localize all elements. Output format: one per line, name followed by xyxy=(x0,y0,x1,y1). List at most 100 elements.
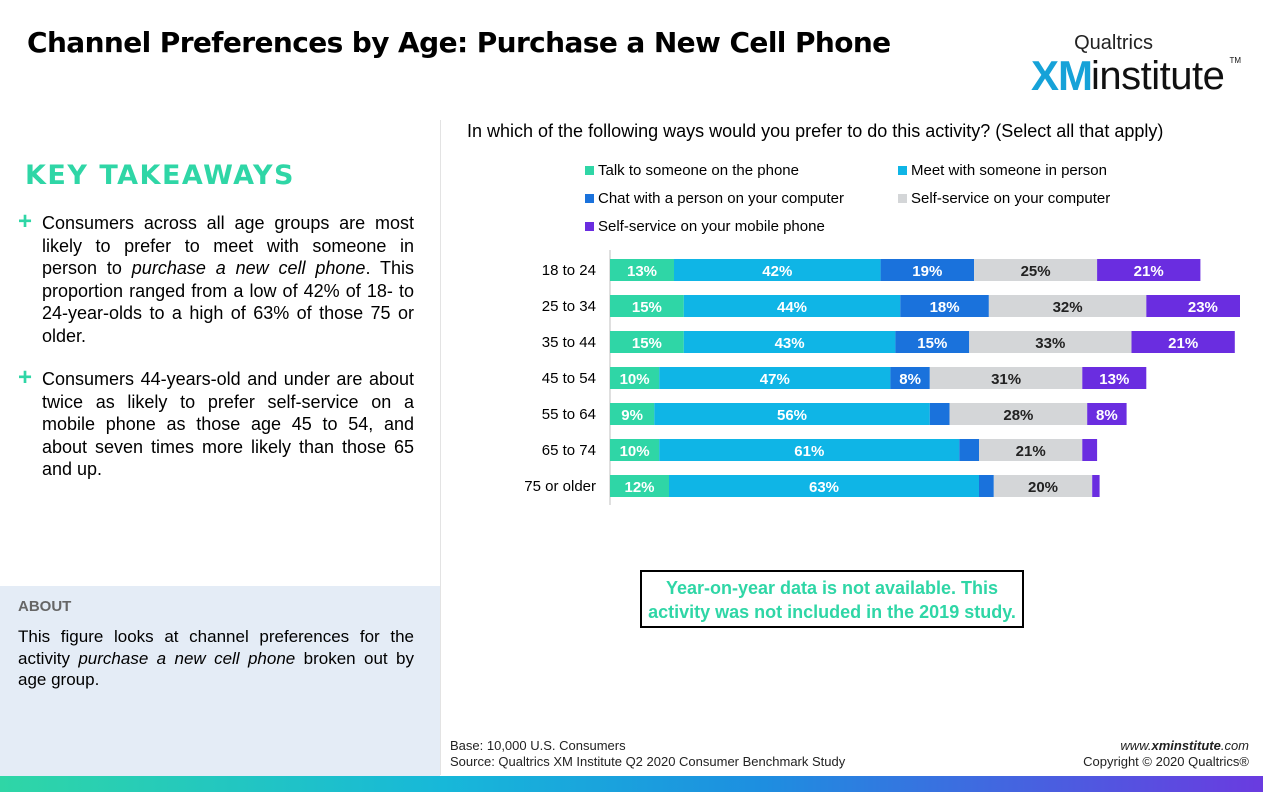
bar-segment xyxy=(979,439,1083,461)
bar-segment xyxy=(674,259,881,281)
stacked-bar-chart: 18 to 24 13% 42% 19% 25% 21% 25 to 34 15% 44% 18%… xyxy=(524,250,1240,505)
bar-segment xyxy=(993,475,1093,497)
takeaway-bullet-2: + Consumers 44-years-old and under are a… xyxy=(18,364,414,481)
bar-segment xyxy=(959,439,979,461)
legend-swatch xyxy=(585,194,594,203)
data-label: 10% xyxy=(620,371,650,388)
bar-segment xyxy=(610,259,674,281)
bar-segment xyxy=(974,259,1098,281)
chart-question: In which of the following ways would you… xyxy=(467,121,1164,141)
bar-segment xyxy=(659,439,960,461)
data-label: 15% xyxy=(917,335,947,352)
bar-segment xyxy=(900,295,989,317)
bottom-gradient-bar xyxy=(0,776,1263,792)
legend-item-self-service-computer: Self-service on your computer xyxy=(898,190,1110,207)
bar-segment xyxy=(654,403,930,425)
bar-segment xyxy=(969,331,1132,353)
category-label: 75 or older xyxy=(524,478,596,495)
data-label: 28% xyxy=(1003,407,1033,424)
bar-segment xyxy=(610,439,660,461)
category-label: 55 to 64 xyxy=(542,406,596,423)
data-label: 42% xyxy=(762,263,792,280)
bar-segment xyxy=(610,475,669,497)
panel-divider xyxy=(440,120,441,775)
data-label: 61% xyxy=(794,443,824,460)
bar-segment xyxy=(890,367,930,389)
page-title: Channel Preferences by Age: Purchase a N… xyxy=(27,26,891,59)
legend-swatch xyxy=(898,166,907,175)
category-label: 25 to 34 xyxy=(542,298,596,315)
legend-swatch xyxy=(898,194,907,203)
logo-xm-text: XM xyxy=(1031,52,1093,99)
data-label: 10% xyxy=(620,443,650,460)
about-text: This figure looks at channel preferences… xyxy=(18,627,414,689)
bar-segment xyxy=(880,259,975,281)
key-takeaways-heading: KEY TAKEAWAYS xyxy=(25,160,295,191)
category-label: 18 to 24 xyxy=(542,262,596,279)
data-label: 44% xyxy=(777,299,807,316)
bar-segment xyxy=(610,367,660,389)
takeaway-text: Consumers 44-years-old and under are abo… xyxy=(42,369,414,479)
bar-segment xyxy=(1146,295,1240,317)
category-label: 65 to 74 xyxy=(542,442,596,459)
footnote: Base: 10,000 U.S. Consumers Source: Qual… xyxy=(450,738,845,770)
bar-segment xyxy=(929,403,950,425)
bar-segment xyxy=(1082,439,1098,461)
data-label: 15% xyxy=(632,335,662,352)
bar-segment xyxy=(1087,403,1127,425)
footer-right: www.xminstitute.com Copyright © 2020 Qua… xyxy=(1083,738,1249,770)
legend-item-talk-phone: Talk to someone on the phone xyxy=(585,162,799,179)
data-label: 9% xyxy=(621,407,643,424)
bar-segment xyxy=(988,295,1147,317)
legend-swatch xyxy=(585,166,594,175)
data-label: 43% xyxy=(775,335,805,352)
bar-segment xyxy=(1092,475,1100,497)
legend-item-meet-in-person: Meet with someone in person xyxy=(898,162,1107,179)
data-label: 33% xyxy=(1035,335,1065,352)
base-text: Base: 10,000 U.S. Consumers xyxy=(450,738,626,753)
takeaway-text: Consumers across all age groups are most… xyxy=(42,213,414,346)
data-label: 21% xyxy=(1168,335,1198,352)
data-label: 19% xyxy=(912,263,942,280)
bar-segment xyxy=(610,403,655,425)
logo-qualtrics-text: Qualtrics xyxy=(1074,32,1153,54)
legend-swatch xyxy=(585,222,594,231)
data-label: 18% xyxy=(930,299,960,316)
data-label: 32% xyxy=(1053,299,1083,316)
bar-segment xyxy=(1097,259,1201,281)
source-text: Source: Qualtrics XM Institute Q2 2020 C… xyxy=(450,754,846,769)
data-label: 23% xyxy=(1188,299,1218,316)
bar-segment xyxy=(949,403,1088,425)
about-panel xyxy=(0,586,440,776)
website-link[interactable]: www.xminstitute.com xyxy=(1120,738,1249,753)
data-label: 25% xyxy=(1021,263,1051,280)
bar-segment xyxy=(610,295,684,317)
data-label: 13% xyxy=(1099,371,1129,388)
category-label: 45 to 54 xyxy=(542,370,596,387)
xm-institute-logo: Qualtrics XM institute TM xyxy=(1031,32,1241,99)
about-heading: ABOUT xyxy=(18,598,72,615)
data-label: 8% xyxy=(899,371,921,388)
data-label: 8% xyxy=(1096,407,1118,424)
bar-segment xyxy=(979,475,994,497)
bar-segment xyxy=(1082,367,1147,389)
bar-segment xyxy=(659,367,891,389)
data-label: 20% xyxy=(1028,479,1058,496)
bar-segment xyxy=(610,331,684,353)
bar-segment xyxy=(683,331,896,353)
data-label: 15% xyxy=(632,299,662,316)
copyright-text: Copyright © 2020 Qualtrics® xyxy=(1083,754,1249,769)
takeaway-bullet-1: + Consumers across all age groups are mo… xyxy=(18,208,414,347)
year-on-year-note: Year-on-year data is not available. This… xyxy=(640,570,1024,628)
data-label: 63% xyxy=(809,479,839,496)
bar-segment xyxy=(683,295,901,317)
data-label: 12% xyxy=(624,479,654,496)
legend-item-self-service-mobile: Self-service on your mobile phone xyxy=(585,218,825,235)
logo-institute-text: institute xyxy=(1091,54,1225,98)
bar-segment xyxy=(929,367,1083,389)
data-label: 21% xyxy=(1016,443,1046,460)
bar-segment xyxy=(1131,331,1235,353)
data-label: 31% xyxy=(991,371,1021,388)
legend-item-chat-computer: Chat with a person on your computer xyxy=(585,190,844,207)
plus-icon: + xyxy=(18,364,33,391)
